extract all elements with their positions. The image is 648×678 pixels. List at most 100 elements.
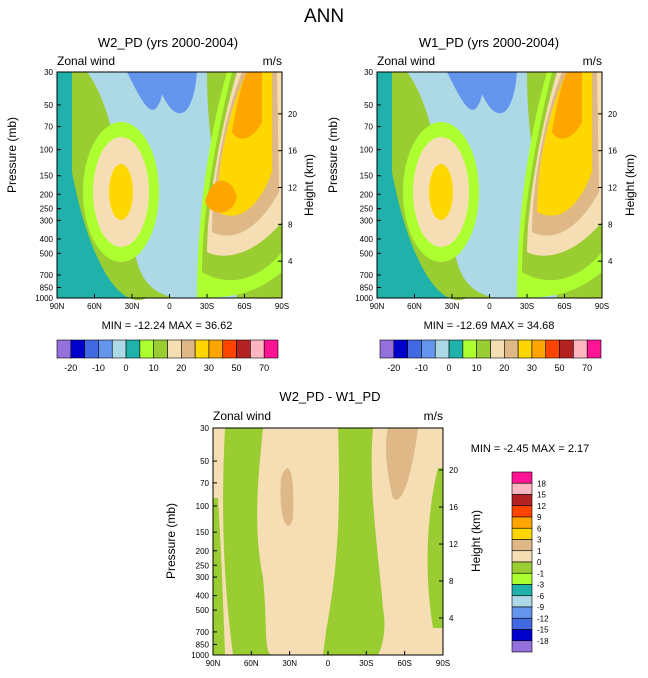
y-tick-label: 200 — [196, 547, 210, 556]
colorbar-swatch — [250, 339, 265, 359]
y-tick-label: 150 — [40, 172, 54, 181]
colorbar-swatch — [511, 482, 533, 495]
x-tick-label: 90S — [595, 302, 609, 311]
y2-tick-label: 8 — [608, 220, 613, 229]
colorbar-label: 20 — [176, 363, 186, 373]
y-tick-label: 100 — [196, 502, 210, 511]
y-axis-label: Pressure (mb) — [5, 117, 19, 193]
x-tick-label: 30N — [445, 302, 460, 311]
colorbar-swatch — [511, 539, 533, 552]
colorbar-swatch — [98, 339, 113, 359]
right-label: m/s — [263, 54, 282, 68]
x-tick-label: 90N — [206, 659, 221, 668]
colorbar-swatch — [511, 505, 533, 518]
colorbar-swatch — [421, 339, 436, 359]
x-tick-label: 30N — [125, 302, 140, 311]
stats-text: MIN = -12.69 MAX = 34.68 — [424, 320, 555, 332]
colorbar-swatch — [586, 339, 602, 359]
y2-tick-label: 12 — [608, 184, 617, 193]
colorbar-swatch — [511, 584, 533, 597]
colorbar-label: 10 — [472, 363, 482, 373]
colorbar-label: -15 — [537, 626, 549, 635]
y-tick-label: 1000 — [35, 294, 53, 303]
colorbar-label: 30 — [527, 363, 537, 373]
colorbar-label: 18 — [537, 479, 546, 488]
colorbar-label: 12 — [537, 502, 546, 511]
y-tick-label: 300 — [40, 216, 54, 225]
colorbar: -20 -10 0 10 20 30 50 70 — [379, 339, 602, 373]
y-tick-label: 30 — [200, 424, 209, 433]
colorbar-swatch — [434, 339, 450, 359]
x-tick-label: 60N — [87, 302, 102, 311]
colorbar-label: -1 — [537, 569, 545, 578]
x-tick-label: 60S — [237, 302, 251, 311]
colorbar-label: 15 — [537, 491, 546, 500]
x-tick-label: 90S — [436, 659, 450, 668]
x-tick-label: 30N — [282, 659, 297, 668]
panel-title: W1_PD (yrs 2000-2004) — [419, 35, 559, 50]
y2-tick-label: 12 — [449, 540, 458, 549]
axes: 3050701001502002503004005007008501000481… — [355, 68, 617, 311]
y2-tick-label: 4 — [608, 257, 613, 266]
colorbar-swatch — [84, 339, 99, 359]
x-tick-label: 90N — [50, 302, 65, 311]
x-tick-label: 30S — [520, 302, 534, 311]
colorbar-swatch — [511, 629, 533, 642]
colorbar-swatch — [263, 339, 279, 359]
colorbar-swatch — [139, 339, 154, 359]
y2-tick-label: 16 — [449, 503, 458, 512]
colorbar-label: 50 — [555, 363, 565, 373]
y-tick-label: 400 — [360, 235, 374, 244]
y-tick-label: 150 — [196, 528, 210, 537]
y-tick-label: 250 — [196, 561, 210, 570]
colorbar-label: 6 — [537, 524, 542, 533]
colorbar-swatch — [476, 339, 491, 359]
y-tick-label: 70 — [200, 479, 209, 488]
colorbar-swatch — [511, 640, 533, 653]
y2-axis-label: Height (km) — [469, 510, 483, 572]
colorbar-swatch — [56, 339, 72, 359]
colorbar-label: -6 — [537, 592, 545, 601]
y2-tick-label: 20 — [608, 110, 617, 119]
colorbar-label: 70 — [582, 363, 592, 373]
panel-w2-pd: W2_PD (yrs 2000-2004) Zonal wind m/s 30 5… — [5, 35, 316, 373]
colorbar-swatch — [462, 339, 477, 359]
colorbar-swatch — [490, 339, 505, 359]
y-axis-label: Pressure (mb) — [326, 117, 340, 193]
colorbar-swatch — [111, 339, 127, 359]
colorbar-swatch — [167, 339, 182, 359]
colorbar-label: 20 — [499, 363, 509, 373]
y-tick-label: 700 — [196, 628, 210, 637]
y-tick-label: 400 — [196, 592, 210, 601]
y2-axis-label: Height (km) — [623, 154, 637, 216]
colorbar-swatch — [125, 339, 141, 359]
colorbar-swatch — [511, 572, 533, 585]
colorbar-label: 30 — [204, 363, 214, 373]
colorbar-swatch — [222, 339, 237, 359]
colorbar-label: 0 — [124, 363, 129, 373]
y-tick-label: 50 — [44, 101, 53, 110]
panel-title: W2_PD - W1_PD — [279, 389, 380, 404]
x-tick-label: 30S — [200, 302, 214, 311]
axes: 3050701001502002503004005007008501000481… — [191, 424, 458, 668]
y-tick-label: 300 — [196, 573, 210, 582]
axes: 3050701001502002503004005007008501000481… — [35, 68, 297, 311]
colorbar-swatch — [517, 339, 533, 359]
colorbar-label: 1 — [537, 547, 542, 556]
y2-tick-label: 8 — [288, 220, 293, 229]
colorbar-swatch — [153, 339, 168, 359]
colorbar-swatch — [511, 471, 533, 484]
colorbar-swatch — [511, 595, 533, 608]
y-tick-label: 500 — [40, 249, 54, 258]
colorbar-label: 0 — [537, 558, 542, 567]
y2-tick-label: 8 — [449, 577, 454, 586]
x-tick-label: 60S — [557, 302, 571, 311]
y-tick-label: 250 — [360, 205, 374, 214]
colorbar-label: 50 — [232, 363, 242, 373]
colorbar-label: -10 — [415, 363, 428, 373]
y-tick-label: 1000 — [355, 294, 373, 303]
colorbar-label: 10 — [149, 363, 159, 373]
y-tick-label: 100 — [40, 146, 54, 155]
y2-axis-label: Height (km) — [302, 154, 316, 216]
